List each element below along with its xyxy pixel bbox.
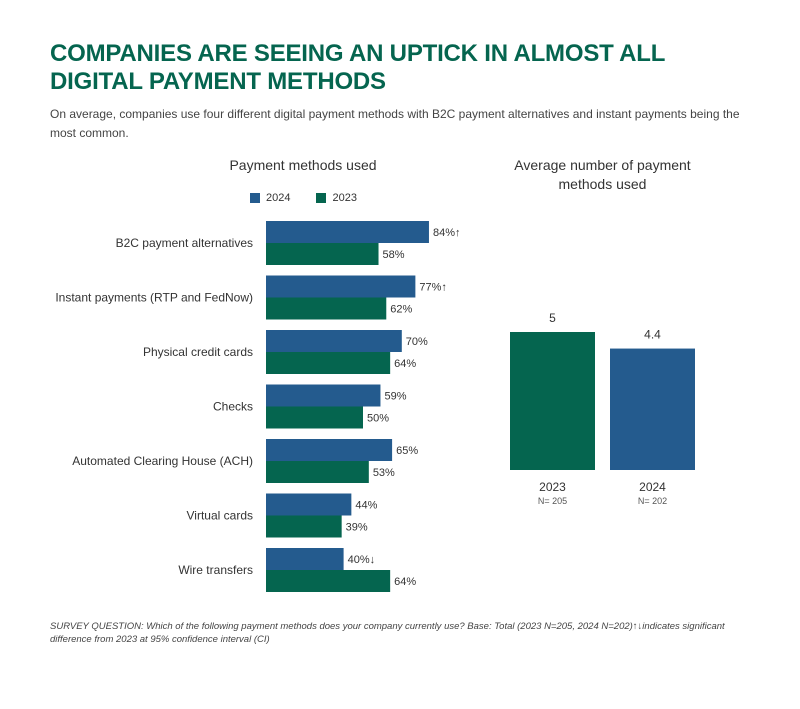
bar-2023-4 — [266, 461, 369, 483]
bar-2024-4 — [266, 439, 393, 461]
bar-2023-1 — [266, 297, 387, 320]
category-label-3: Checks — [213, 400, 253, 414]
bar-label-2023-3: 50% — [367, 413, 389, 425]
avg-sample-size-2023: N= 205 — [538, 496, 567, 506]
bar-2024-1 — [266, 275, 416, 298]
bar-2023-6 — [266, 570, 391, 592]
category-label-4: Automated Clearing House (ACH) — [72, 454, 253, 468]
bar-2024-6 — [266, 548, 344, 570]
avg-value-label-2024: 4.4 — [644, 328, 661, 342]
bar-2024-5 — [266, 493, 352, 516]
bar-label-2023-6: 64% — [394, 576, 416, 588]
bar-label-2024-4: 65% — [396, 445, 418, 457]
category-label-5: Virtual cards — [187, 509, 253, 523]
bar-label-2024-2: 70% — [406, 336, 428, 348]
bar-label-2023-5: 39% — [346, 522, 368, 534]
avg-value-label-2023: 5 — [549, 311, 556, 325]
bar-label-2023-2: 64% — [394, 358, 416, 370]
legend-item-2023: 2023 — [316, 192, 357, 204]
avg-category-label-2024: 2024 — [639, 480, 666, 494]
legend-item-2024: 2024 — [250, 192, 290, 204]
bar-label-2024-5: 44% — [355, 500, 377, 512]
bar-label-2024-6: 40%↓ — [348, 554, 376, 566]
bar-chart-title: Payment methods used — [229, 157, 377, 173]
bar-label-2023-1: 62% — [390, 304, 412, 316]
bar-label-2023-0: 58% — [383, 249, 405, 261]
category-label-0: B2C payment alternatives — [116, 236, 253, 250]
legend-swatch-2023 — [316, 193, 327, 203]
bar-2023-0 — [266, 243, 379, 265]
avg-bar-2023 — [510, 332, 595, 470]
bar-2024-3 — [266, 384, 381, 407]
category-label-2: Physical credit cards — [143, 345, 253, 359]
avg-bar-2024 — [610, 348, 695, 470]
legend-label-2024: 2024 — [266, 192, 291, 204]
bar-2023-3 — [266, 406, 363, 429]
bar-label-2024-0: 84%↑ — [433, 227, 461, 239]
page-subtitle: On average, companies use four different… — [50, 107, 740, 140]
category-label-6: Wire transfers — [178, 563, 253, 577]
legend: 2024 2023 — [250, 192, 383, 204]
bar-label-2024-1: 77%↑ — [419, 282, 447, 294]
category-label-1: Instant payments (RTP and FedNow) — [55, 291, 253, 305]
avg-sample-size-2024: N= 202 — [638, 496, 667, 506]
bar-2024-0 — [266, 221, 429, 243]
page-title: COMPANIES ARE SEEING AN UPTICK IN ALMOST… — [50, 40, 665, 95]
avg-category-label-2023: 2023 — [539, 480, 566, 494]
bar-label-2023-4: 53% — [373, 467, 395, 479]
bar-2023-2 — [266, 352, 391, 374]
bar-label-2024-3: 59% — [384, 391, 406, 403]
legend-label-2023: 2023 — [332, 192, 357, 204]
legend-swatch-2024 — [250, 193, 260, 203]
survey-footnote: SURVEY QUESTION: Which of the following … — [50, 621, 725, 645]
bar-2024-2 — [266, 330, 402, 352]
bar-2023-5 — [266, 515, 342, 538]
average-chart-title: Average number of payment methods used — [514, 157, 691, 192]
